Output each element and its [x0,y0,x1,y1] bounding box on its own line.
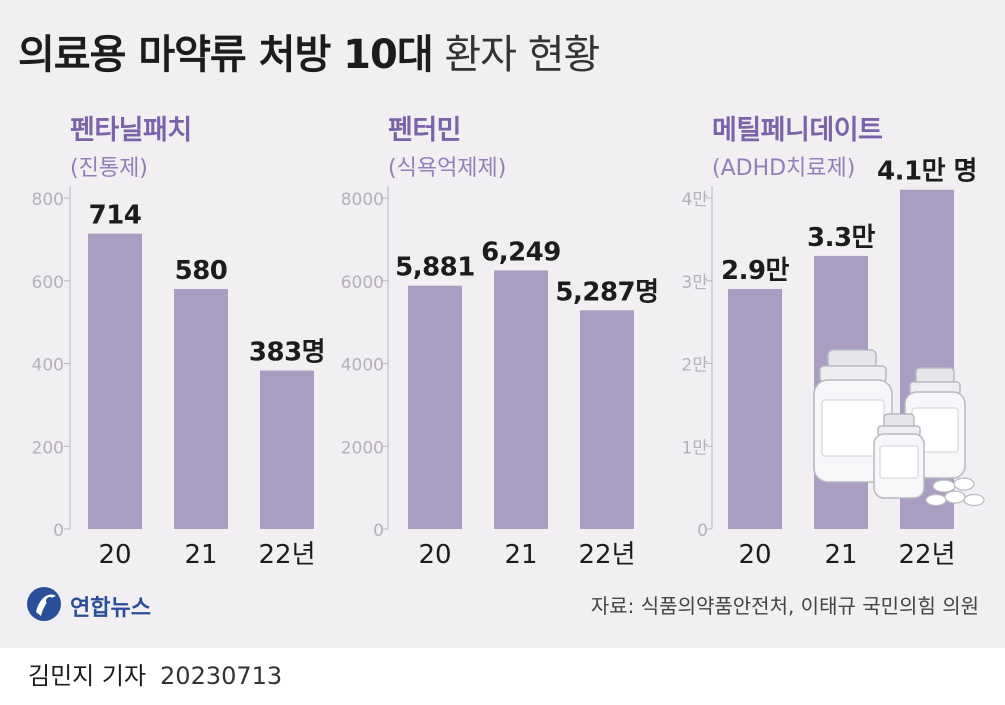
bar-value-label: 580 [175,256,228,286]
bar [728,289,782,529]
bar [88,233,142,529]
chart-fentanyl: 0 200 400 600 800 714 20 580 21 383명 22년 [32,186,326,570]
y-tick-label: 400 [32,356,64,376]
yonhap-logo-text: 연합뉴스 [70,596,151,621]
x-category-label: 22년 [258,540,315,570]
y-tick-label: 600 [32,273,64,293]
y-tick-label: 2만 [682,356,709,376]
y-tick-label: 0 [373,521,384,541]
bar-value-label: 3.3만 [807,223,876,253]
y-tick-label: 0 [697,521,708,541]
x-category-label: 21 [504,540,537,570]
bar-value-label: 5,287명 [555,277,658,307]
y-tick-label: 3만 [682,273,709,293]
x-category-label: 20 [738,540,771,570]
panel-subtitle-methylphenidate: (ADHD치료제) [712,156,856,181]
y-tick-label: 200 [32,438,64,458]
infographic-card: 의료용 마약류 처방 10대 환자 현황 펜타닐패치 (진통제) 펜터민 (식욕… [0,0,1005,648]
bar [494,270,548,529]
bar [580,310,634,529]
chart-phentermine: 0 2000 4000 6000 8000 5,881 20 6,249 21 5,287명 22년 [341,186,659,570]
y-tick-label: 8000 [341,190,384,210]
y-tick-label: 6000 [341,273,384,293]
publish-date: 20230713 [160,662,283,690]
pill-bottles-illustration [813,349,985,507]
bar [408,285,462,529]
bar [174,289,228,529]
page-title: 의료용 마약류 처방 10대 환자 현황 [18,22,600,80]
x-category-label: 20 [98,540,131,570]
x-category-label: 22년 [578,540,635,570]
bar-value-label: 2.9만 [721,256,790,286]
bar [260,370,314,529]
byline: 김민지 기자 20230713 [28,656,282,691]
y-tick-label: 4만 [682,190,709,210]
x-category-label: 21 [824,540,857,570]
bar-value-label: 6,249 [481,237,561,267]
y-tick-label: 4000 [341,356,384,376]
y-tick-label: 1만 [682,438,709,458]
bar-value-label: 714 [89,201,142,231]
bar-value-label: 5,881 [395,253,475,283]
x-category-label: 22년 [898,540,955,570]
panel-subtitle-phentermine: (식욕억제제) [388,156,507,181]
bar-value-label: 4.1만 명 [877,157,977,187]
source-note: 자료: 식품의약품안전처, 이태규 국민의힘 의원 [590,594,979,618]
yonhap-logo: 연합뉴스 [24,582,151,626]
panel-subtitle-fentanyl: (진통제) [70,156,148,181]
title-sub: 환자 현황 [444,32,600,78]
panel-title-phentermine: 펜터민 [388,115,462,146]
panel-title-fentanyl: 펜타닐패치 [70,115,192,146]
panel-title-methylphenidate: 메틸페니데이트 [712,115,883,146]
yonhap-logo-icon [27,587,61,621]
y-tick-label: 2000 [341,438,384,458]
reporter-name: 김민지 기자 [28,662,147,690]
title-main: 의료용 마약류 처방 10대 [18,32,434,78]
x-category-label: 20 [418,540,451,570]
y-tick-label: 0 [53,521,64,541]
y-tick-label: 800 [32,190,64,210]
bar-value-label: 383명 [249,338,325,368]
x-category-label: 21 [184,540,217,570]
